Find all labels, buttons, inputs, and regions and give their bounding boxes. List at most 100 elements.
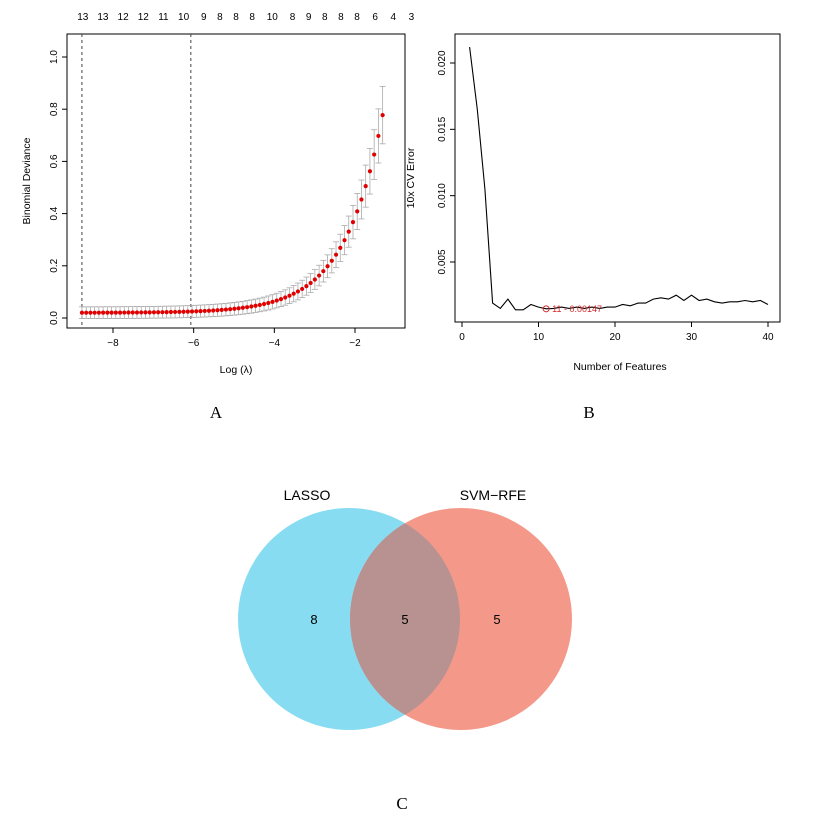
panel-a-deviance-point <box>321 269 326 274</box>
panel-a-deviance-point <box>363 184 368 189</box>
panel-a-deviance-point <box>173 309 178 315</box>
panel-a-deviance-point <box>189 309 195 314</box>
panel-a-top-axis-label: 8 <box>290 12 296 23</box>
panel-a-deviance-point <box>96 310 101 315</box>
panel-a-deviance-point <box>278 297 284 302</box>
panel-a-deviance-point <box>156 310 161 315</box>
panel-b-y-tick-label: 0.020 <box>437 50 448 75</box>
panel-a-deviance-point <box>266 300 271 306</box>
panel-a-top-axis-label: 8 <box>322 12 328 23</box>
panel-a-top-axis-label: 8 <box>217 12 223 23</box>
panel-a-top-axis-label: 8 <box>249 12 255 23</box>
panel-a-y-tick-label: 0.0 <box>49 311 60 325</box>
panel-a-deviance-point <box>367 169 373 174</box>
panel-a-deviance-point <box>308 280 313 286</box>
panel-a-deviance-point <box>181 309 186 314</box>
panel-a-deviance-point <box>143 310 148 315</box>
panel-a-deviance-point <box>317 273 322 278</box>
panel-a-top-axis-label: 13 <box>77 12 89 23</box>
panel-a-x-tick-label: −2 <box>349 338 361 349</box>
panel-b-x-tick-label: 10 <box>533 332 545 343</box>
panel-a-deviance-point <box>236 306 241 311</box>
panel-a-deviance-point <box>359 197 364 202</box>
panel-a-top-axis-label: 4 <box>391 12 397 23</box>
panel-a-deviance-point <box>151 310 157 315</box>
panel-a-top-axis-label: 8 <box>233 12 239 23</box>
panel-a-deviance-point <box>206 308 212 313</box>
panel-a-top-axis-label: 9 <box>306 12 312 23</box>
panel-a-deviance-point <box>223 307 229 312</box>
panel-b-x-axis-label: Number of Features <box>573 361 666 373</box>
panel-a-deviance-point <box>274 298 279 303</box>
panel-a-deviance-point <box>283 295 288 300</box>
panel-a-top-axis-label: 6 <box>372 12 378 23</box>
panel-a-deviance-point <box>177 309 182 314</box>
panel-a-deviance-point <box>117 310 123 315</box>
panel-letter-a: A <box>210 403 223 422</box>
panel-a-x-axis-label: Log (λ) <box>220 364 253 376</box>
panel-a-deviance-point <box>126 310 131 315</box>
panel-a-deviance-point <box>333 252 339 257</box>
panel-a-deviance-point <box>198 309 203 314</box>
panel-a-deviance-point <box>219 307 224 313</box>
panel-a-x-tick-label: −8 <box>107 338 119 349</box>
panel-a-x-tick-label: −6 <box>188 338 200 349</box>
panel-a-deviance-point <box>168 309 173 315</box>
panel-a-deviance-point <box>160 310 165 315</box>
panel-a-deviance-point <box>342 238 347 243</box>
panel-a-top-axis-label: 11 <box>158 12 169 23</box>
panel-a-top-axis-label: 13 <box>97 12 109 23</box>
panel-a-deviance-point <box>287 293 292 298</box>
panel-a-deviance-point <box>355 209 360 214</box>
panel-a-deviance-point <box>211 308 216 313</box>
panel-a-deviance-point <box>130 310 135 315</box>
panel-letter-b: B <box>583 403 594 422</box>
panel-a-x-tick-label: −4 <box>269 338 281 349</box>
panel-a-y-tick-label: 0.4 <box>49 206 60 220</box>
panel-a-y-tick-label: 0.6 <box>49 154 60 168</box>
panel-b-x-tick-label: 0 <box>459 332 465 343</box>
panel-a-plot-frame <box>66 33 406 329</box>
panel-a-top-axis-label: 12 <box>138 12 150 23</box>
panel-a-deviance-point <box>134 310 140 315</box>
panel-a-y-tick-label: 1.0 <box>49 50 60 64</box>
panel-b-x-tick-label: 30 <box>686 332 698 343</box>
panel-a-deviance-point <box>346 229 351 234</box>
panel-b-minimum-annotation: 11 - 0.00147 <box>552 304 602 314</box>
panel-a-deviance-point <box>270 299 275 304</box>
panel-a-deviance-point <box>338 245 343 250</box>
panel-a-deviance-point <box>240 305 245 310</box>
panel-a-deviance-point <box>232 306 237 311</box>
panel-a-deviance-point <box>194 309 199 314</box>
panel-a-deviance-point <box>312 277 317 282</box>
panel-a-deviance-point <box>372 152 377 157</box>
panel-a-deviance-point <box>304 284 309 289</box>
panel-b-y-tick-label: 0.010 <box>437 183 448 208</box>
panel-a-deviance-point <box>300 286 305 292</box>
panel-a-deviance-point <box>105 310 110 315</box>
panel-b-x-tick-label: 40 <box>762 332 774 343</box>
panel-a-top-axis-label: 8 <box>354 12 360 23</box>
panel-a-deviance-point <box>84 310 89 315</box>
panel-a-deviance-point <box>228 307 233 312</box>
panel-b-y-axis-label: 10x CV Error <box>405 147 417 208</box>
panel-b-chart: 0 10 20 30 40 0.005 0.010 0.015 0.020 11 - 0.00… <box>405 33 781 373</box>
panel-a-deviance-point <box>329 258 334 263</box>
panel-letter-c: C <box>396 794 407 813</box>
panel-a-deviance-point <box>253 303 258 308</box>
panel-a-deviance-point <box>79 310 85 315</box>
panel-a-deviance-point <box>122 310 127 315</box>
panel-a-deviance-point <box>139 310 144 315</box>
panel-a-top-axis-label: 12 <box>118 12 130 23</box>
panel-a-top-axis-label: 9 <box>201 12 207 23</box>
panel-a-deviance-point <box>113 310 118 315</box>
venn-label-lasso: LASSO <box>284 487 331 503</box>
panel-a-deviance-point <box>380 113 385 118</box>
panel-a-deviance-point <box>291 291 296 296</box>
venn-count-intersection: 5 <box>401 612 408 627</box>
panel-a-deviance-point <box>164 310 169 315</box>
panel-a-deviance-point <box>109 310 114 315</box>
panel-a-deviance-point <box>376 133 381 139</box>
panel-a-top-axis-label: 8 <box>338 12 344 23</box>
panel-a-deviance-point <box>257 302 262 308</box>
